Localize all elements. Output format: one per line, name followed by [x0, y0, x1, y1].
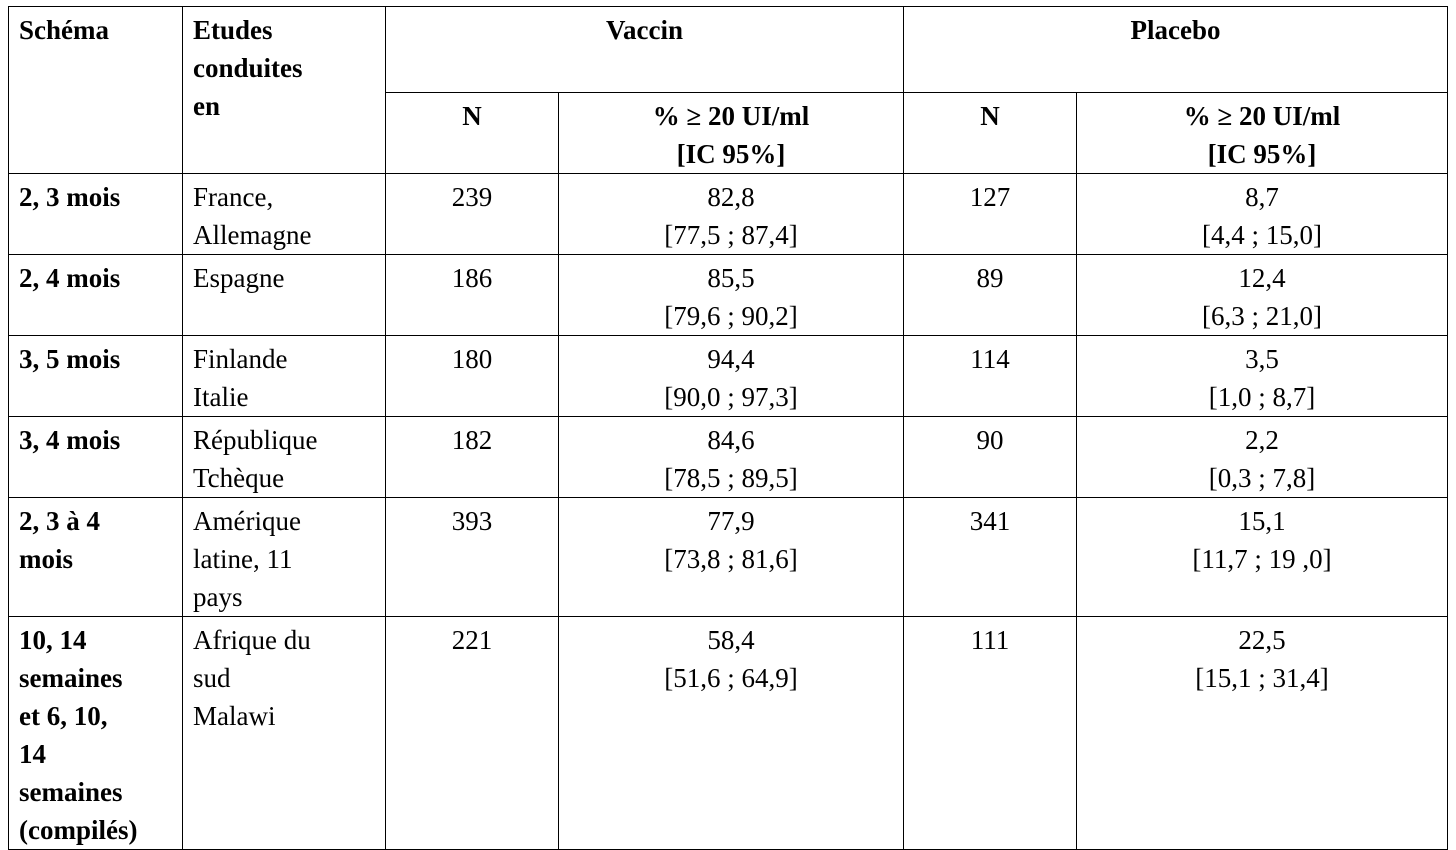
header-cell: Placebo — [903, 6, 1449, 93]
header-cell: Schéma — [8, 6, 183, 174]
cell: 77,9 [73,8 ; 81,6] — [557, 497, 905, 617]
cell: 82,8 [77,5 ; 87,4] — [557, 173, 905, 255]
cell: Afrique du sud Malawi — [182, 616, 386, 850]
cell: 341 — [903, 497, 1078, 617]
header-cell: N — [385, 92, 559, 174]
cell-text: [11,7 ; 19 ,0] — [1192, 544, 1332, 574]
cell: 58,4 [51,6 ; 64,9] — [557, 616, 905, 850]
cell: Amérique latine, 11 pays — [182, 497, 386, 617]
table-row: 2, 3 mois France, Allemagne 239 82,8 [77,5 ;… — [8, 173, 1449, 255]
table-row: 10, 14 semaines et 6, 10, 14 semaines (c… — [8, 616, 1449, 850]
cell: 180 — [385, 335, 559, 417]
table-row: 3, 4 mois République Tchèque 182 84,6 [78,5 … — [8, 416, 1449, 498]
cell-text: 15,1 — [1238, 506, 1286, 536]
header-cell: Vaccin — [384, 6, 905, 93]
cell: 2,2 [0,3 ; 7,8] — [1076, 416, 1449, 498]
cell: 90 — [903, 416, 1078, 498]
cell: Finlande Italie — [182, 335, 386, 417]
header-cell: N — [903, 92, 1078, 174]
cell-text: 22,5 — [1238, 625, 1286, 655]
cell: 94,4 [90,0 ; 97,3] — [557, 335, 905, 417]
cell: 15,1 [11,7 ; 19 ,0] — [1076, 497, 1449, 617]
cell-text: [77,5 ; 87,4] — [664, 220, 798, 250]
header-cell: % ≥ 20 UI/ml [IC 95%] — [557, 92, 905, 174]
cell: 85,5 [79,6 ; 90,2] — [557, 254, 905, 336]
cell: 111 — [903, 616, 1078, 850]
cell-text: [90,0 ; 97,3] — [664, 382, 798, 412]
cell: 393 — [385, 497, 559, 617]
cell-text: [6,3 ; 21,0] — [1202, 301, 1323, 331]
cell-text: 94,4 — [707, 344, 755, 374]
cell: Espagne — [182, 254, 386, 336]
cell: 84,6 [78,5 ; 89,5] — [557, 416, 905, 498]
cell: 182 — [385, 416, 559, 498]
cell: 3, 4 mois — [8, 416, 183, 498]
header-text: % ≥ 20 UI/ml — [1183, 101, 1341, 131]
cell-text: [79,6 ; 90,2] — [664, 301, 798, 331]
header-cell: Etudes conduites en — [182, 6, 386, 174]
cell-text: 77,9 — [707, 506, 755, 536]
cell-text: 8,7 — [1245, 182, 1279, 212]
cell: 12,4 [6,3 ; 21,0] — [1076, 254, 1449, 336]
cell-text: 58,4 — [707, 625, 755, 655]
table-row: 2, 4 mois Espagne 186 85,5 [79,6 ; 90,2] 89 12… — [8, 254, 1449, 336]
cell: République Tchèque — [182, 416, 386, 498]
cell-text: 82,8 — [707, 182, 755, 212]
cell-text: [78,5 ; 89,5] — [664, 463, 798, 493]
cell-text: [4,4 ; 15,0] — [1202, 220, 1323, 250]
cell: 2, 3 mois — [8, 173, 183, 255]
cell-text: [51,6 ; 64,9] — [664, 663, 798, 693]
cell: 3, 5 mois — [8, 335, 183, 417]
header-cell: % ≥ 20 UI/ml [IC 95%] — [1076, 92, 1449, 174]
cell-text: 3,5 — [1245, 344, 1279, 374]
cell: 89 — [903, 254, 1078, 336]
cell: 10, 14 semaines et 6, 10, 14 semaines (c… — [8, 616, 183, 850]
cell-text: 2,2 — [1245, 425, 1279, 455]
cell: France, Allemagne — [182, 173, 386, 255]
cell: 127 — [903, 173, 1078, 255]
cell-text: [1,0 ; 8,7] — [1208, 382, 1316, 412]
cell: 186 — [385, 254, 559, 336]
cell: 2, 3 à 4 mois — [8, 497, 183, 617]
cell-text: 84,6 — [707, 425, 755, 455]
table-row: 2, 3 à 4 mois Amérique latine, 11 pays 393… — [8, 497, 1449, 617]
cell: 221 — [385, 616, 559, 850]
cell-text: 12,4 — [1238, 263, 1286, 293]
header-text: % ≥ 20 UI/ml — [652, 101, 810, 131]
cell: 8,7 [4,4 ; 15,0] — [1076, 173, 1449, 255]
table-row: 3, 5 mois Finlande Italie 180 94,4 [90,0 ; 9… — [8, 335, 1449, 417]
cell: 3,5 [1,0 ; 8,7] — [1076, 335, 1449, 417]
cell: 114 — [903, 335, 1078, 417]
cell-text: [0,3 ; 7,8] — [1208, 463, 1316, 493]
cell: 239 — [385, 173, 559, 255]
cell-text: [15,1 ; 31,4] — [1195, 663, 1329, 693]
cell: 22,5 [15,1 ; 31,4] — [1076, 616, 1449, 850]
cell: 2, 4 mois — [8, 254, 183, 336]
cell-text: [73,8 ; 81,6] — [664, 544, 798, 574]
header-text: [IC 95%] — [676, 139, 786, 169]
cell-text: 85,5 — [707, 263, 755, 293]
data-table: Schéma Etudes conduites en Vaccin Placeb… — [8, 6, 1449, 850]
header-text: [IC 95%] — [1207, 139, 1317, 169]
